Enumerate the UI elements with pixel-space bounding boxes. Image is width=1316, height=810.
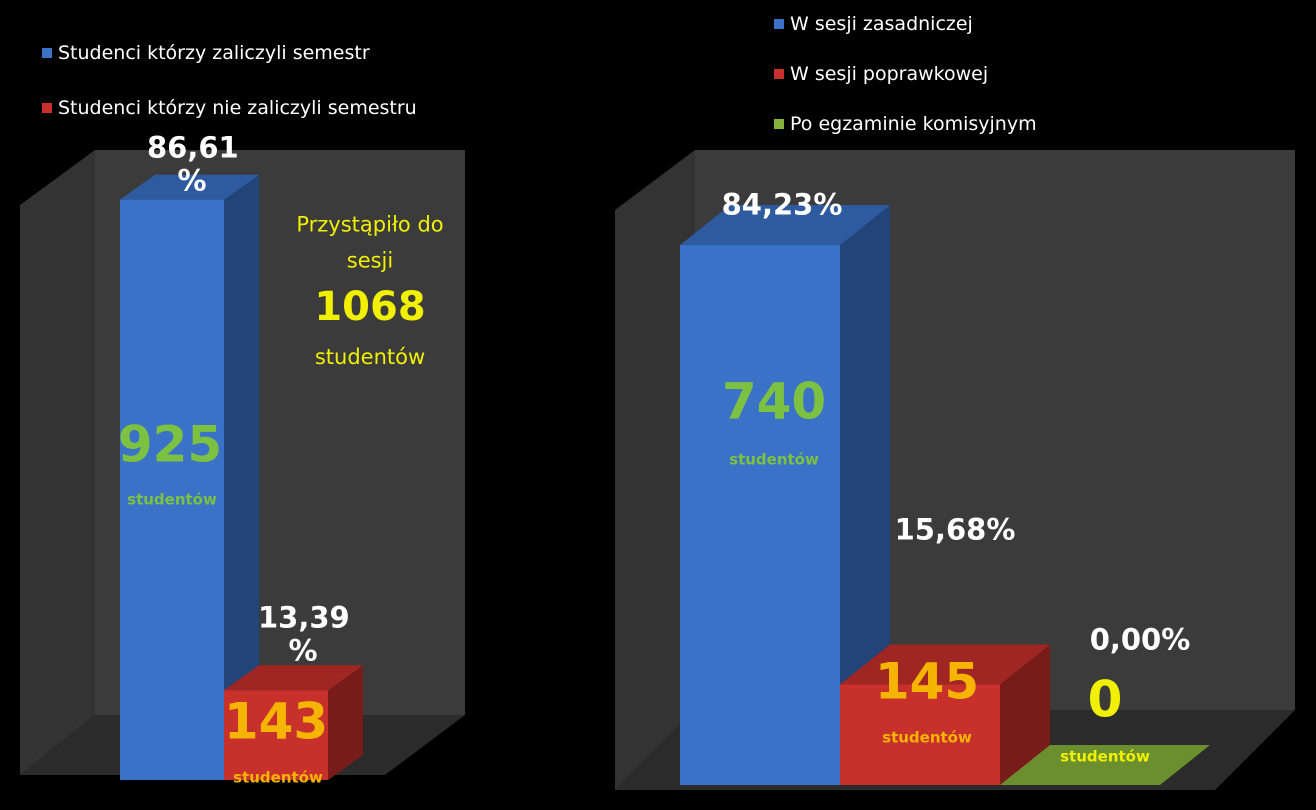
value-label: 84,23% <box>721 187 843 222</box>
side-wall <box>20 150 95 775</box>
bar-top-shade <box>1000 745 1210 785</box>
bar-top <box>224 665 363 691</box>
count-label: 143 <box>223 692 329 751</box>
count-unit: studentów <box>233 768 323 787</box>
bar-side <box>840 205 890 785</box>
legend-label: Studenci którzy nie zaliczyli semestru <box>58 97 417 119</box>
bar-side <box>224 174 259 780</box>
legend-label: W sesji poprawkowej <box>790 63 989 85</box>
count-unit: studentów <box>882 728 972 747</box>
bar <box>680 245 840 785</box>
annotation-text: Przystąpiło do sesji <box>296 212 444 272</box>
side-wall <box>615 150 695 790</box>
legend-swatch <box>42 103 52 113</box>
count-label: 0 <box>1087 670 1123 729</box>
value-label: 0,00% <box>1089 622 1191 657</box>
legend-label: Po egzaminie komisyjnym <box>790 113 1037 135</box>
count-label: 740 <box>721 372 827 431</box>
legend-swatch <box>774 19 784 29</box>
value-label: 13,39 % <box>258 600 350 668</box>
bar <box>224 690 328 780</box>
annotation-unit: studentów <box>314 344 426 369</box>
annotation-total: 1068 <box>314 284 426 330</box>
bar-top-shade <box>120 174 259 200</box>
bar-top <box>840 644 1050 685</box>
bar-top <box>120 174 259 200</box>
value-label: 15,68% <box>894 512 1016 547</box>
bar <box>840 684 1000 785</box>
bar-side-shade <box>1000 644 1050 785</box>
count-unit: studentów <box>729 450 819 469</box>
count-label: 925 <box>117 415 223 474</box>
legend-swatch <box>774 69 784 79</box>
legend-label: W sesji zasadniczej <box>790 13 973 35</box>
bar-side-shade <box>840 205 890 785</box>
bar-side <box>1000 644 1050 785</box>
legend-label: Studenci którzy zaliczyli semestr <box>58 42 370 64</box>
bar-top-shade <box>840 644 1050 685</box>
count-unit: studentów <box>127 490 217 509</box>
bar-top-shade <box>680 205 890 246</box>
value-label: 86,61 % <box>147 130 239 198</box>
bar-side-shade <box>224 174 259 780</box>
bar-top-shade <box>224 665 363 691</box>
bar-top <box>1000 745 1210 785</box>
bar-side-shade <box>328 665 363 780</box>
bar <box>120 199 224 780</box>
bar-side <box>328 665 363 780</box>
legend-swatch <box>42 48 52 58</box>
bar-top <box>680 205 890 246</box>
legend-swatch <box>774 119 784 129</box>
count-label: 145 <box>874 652 980 711</box>
count-unit: studentów <box>1060 747 1150 766</box>
